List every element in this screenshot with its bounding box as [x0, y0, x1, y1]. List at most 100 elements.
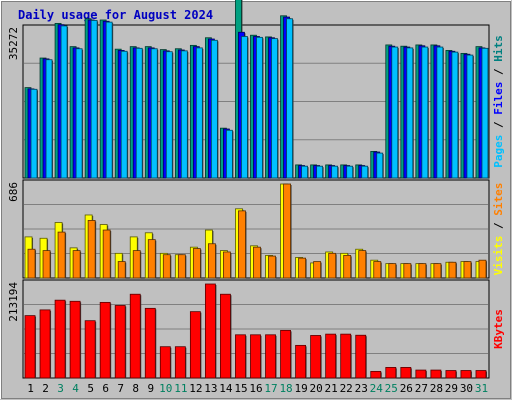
bar-pages-day-21 [331, 165, 339, 179]
bar-kbytes-day-27 [415, 369, 427, 379]
x-tick-label-day-15: 15 [234, 382, 247, 395]
panel-legend: KBytes [492, 309, 505, 349]
bar-pages-day-14 [226, 129, 233, 179]
panel-pages-files-hits: 35272 Pages / Files / Hits [7, 0, 505, 179]
bar-sites-day-7 [117, 261, 126, 279]
x-tick-label-day-8: 8 [132, 382, 139, 395]
bar-kbytes-day-5 [84, 320, 96, 379]
bar-pages-day-2 [45, 59, 53, 179]
bar-kbytes-day-16 [250, 334, 261, 379]
bar-pages-day-6 [105, 21, 113, 179]
bar-kbytes-day-12 [189, 311, 201, 379]
bar-kbytes-day-24 [370, 370, 382, 379]
bar-sites-day-25 [388, 263, 397, 279]
bar-kbytes-day-15 [235, 334, 246, 379]
bar-kbytes-day-1 [24, 315, 36, 379]
bar-pages-day-26 [406, 47, 414, 179]
bar-pages-day-27 [421, 46, 429, 179]
bar-kbytes-day-28 [430, 369, 442, 379]
bar-kbytes-day-31 [475, 370, 487, 379]
bar-kbytes-day-4 [69, 300, 81, 379]
bar-pages-day-25 [391, 46, 399, 179]
bar-pages-day-28 [436, 46, 444, 179]
x-tick-label-day-27: 27 [415, 382, 428, 395]
legend-entry: Sites [492, 183, 505, 216]
legend-entry: Files [492, 82, 505, 115]
bar-sites-day-8 [132, 250, 141, 279]
bar-pages-day-10 [165, 51, 173, 179]
bar-kbytes-day-23 [355, 334, 367, 379]
bar-pages-day-12 [195, 47, 203, 179]
x-tick-label-day-31: 31 [475, 382, 488, 395]
x-tick-label-day-4: 4 [72, 382, 79, 395]
bar-pages-day-22 [346, 165, 354, 179]
bar-sites-day-20 [313, 261, 322, 279]
bar-pages-day-18 [286, 18, 293, 179]
bar-kbytes-day-13 [204, 283, 216, 379]
x-tick-label-day-14: 14 [219, 382, 233, 395]
bar-pages-day-3 [60, 25, 68, 179]
x-tick-label-day-19: 19 [294, 382, 307, 395]
bar-sites-day-12 [192, 248, 201, 279]
panel-max-label: 213194 [7, 282, 20, 322]
bar-kbytes-day-21 [325, 333, 337, 379]
bar-pages-day-4 [75, 48, 83, 179]
bar-sites-day-1 [27, 248, 36, 279]
bar-kbytes-day-26 [400, 367, 412, 379]
bar-kbytes-day-7 [114, 305, 126, 379]
x-tick-label-day-20: 20 [310, 382, 323, 395]
x-tick-label-day-1: 1 [27, 382, 34, 395]
x-tick-label-day-7: 7 [117, 382, 124, 395]
bar-kbytes-day-6 [99, 301, 111, 379]
bar-pages-day-17 [271, 38, 278, 179]
bar-sites-day-4 [72, 250, 81, 279]
bar-kbytes-day-10 [159, 346, 171, 379]
bar-pages-day-19 [301, 165, 308, 179]
bar-sites-day-11 [177, 254, 186, 279]
bar-pages-day-23 [361, 165, 369, 179]
x-tick-label-day-24: 24 [370, 382, 384, 395]
bar-kbytes-day-9 [144, 307, 156, 379]
bar-sites-day-15 [238, 210, 246, 279]
bar-sites-day-2 [42, 250, 51, 279]
bar-pages-day-7 [120, 50, 128, 179]
bar-sites-day-29 [448, 261, 457, 279]
bar-kbytes-day-22 [340, 333, 352, 379]
bar-pages-day-29 [451, 51, 459, 179]
bar-sites-day-18 [283, 183, 291, 279]
x-tick-label-day-13: 13 [204, 382, 217, 395]
bar-kbytes-day-11 [174, 346, 186, 379]
bar-kbytes-day-19 [295, 344, 307, 379]
x-tick-label-day-16: 16 [249, 382, 262, 395]
bar-kbytes-day-20 [310, 335, 322, 379]
x-tick-label-day-21: 21 [325, 382, 338, 395]
bar-sites-day-13 [207, 243, 216, 279]
bar-sites-day-14 [223, 251, 231, 279]
bar-sites-day-31 [478, 259, 487, 279]
bar-pages-day-11 [180, 50, 188, 179]
panel-max-label: 35272 [7, 27, 20, 60]
bar-pages-day-1 [30, 88, 38, 179]
bar-sites-day-17 [268, 255, 276, 279]
x-tick-label-day-9: 9 [147, 382, 154, 395]
x-tick-label-day-5: 5 [87, 382, 94, 395]
bar-pages-day-31 [481, 47, 489, 179]
bar-kbytes-day-30 [460, 370, 472, 379]
bar-kbytes-day-25 [385, 367, 397, 379]
bar-pages-day-24 [376, 152, 384, 179]
x-tick-label-day-30: 30 [460, 382, 473, 395]
bar-sites-day-28 [433, 263, 442, 279]
bar-sites-day-3 [57, 231, 66, 279]
bar-sites-day-9 [147, 239, 156, 279]
bar-sites-day-16 [253, 246, 261, 279]
bar-pages-day-15 [241, 36, 248, 179]
x-tick-label-day-17: 17 [264, 382, 277, 395]
x-tick-label-day-23: 23 [355, 382, 368, 395]
bar-kbytes-day-2 [39, 309, 51, 379]
bar-pages-day-20 [316, 165, 324, 179]
panel-legend: Pages / Files / Hits [492, 35, 505, 168]
x-tick-label-day-10: 10 [159, 382, 172, 395]
bar-sites-day-21 [328, 252, 337, 279]
bar-sites-day-23 [358, 250, 367, 279]
